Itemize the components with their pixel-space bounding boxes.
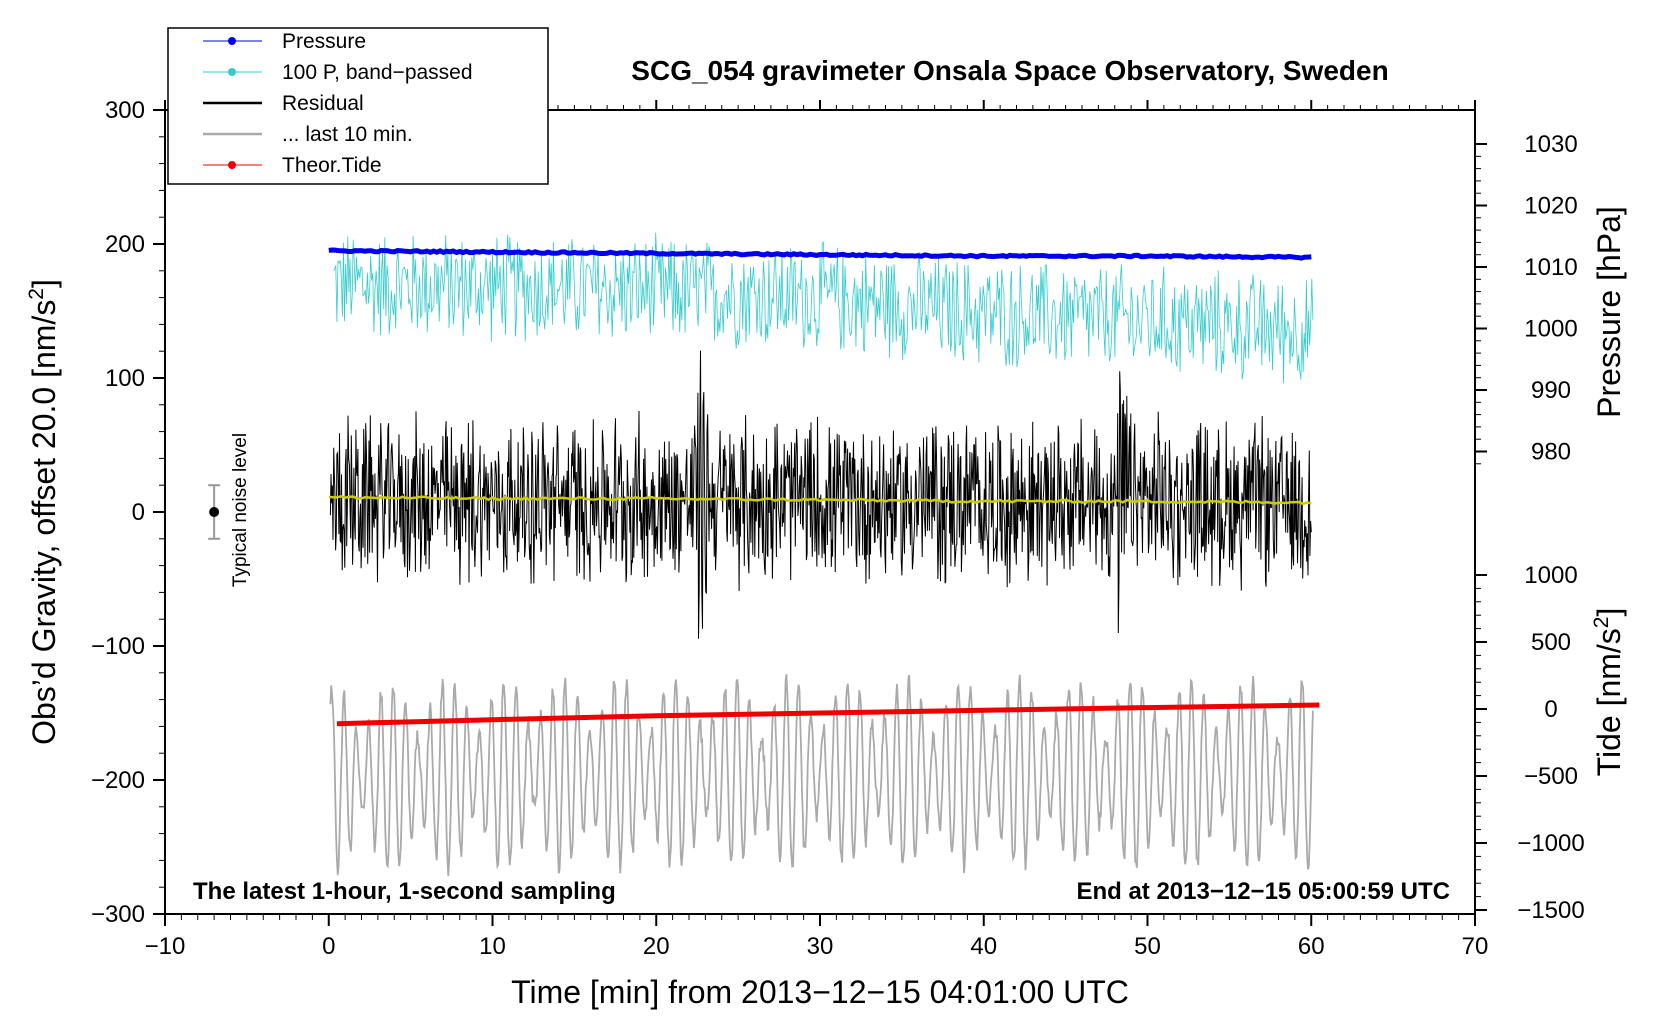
series-band-passed-line <box>333 232 1314 384</box>
y-tick-label: −300 <box>91 901 145 928</box>
pressure-tick-label: 1000 <box>1524 316 1577 343</box>
x-tick-label: 0 <box>322 933 335 960</box>
x-tick-label: 40 <box>970 933 997 960</box>
legend-label: ... last 10 min. <box>282 123 413 146</box>
x-tick-label: 10 <box>479 933 506 960</box>
legend-label: 100 P, band−passed <box>282 61 473 84</box>
x-tick-label: 70 <box>1462 933 1489 960</box>
noise-level-label: Typical noise level <box>230 433 251 587</box>
tide-tick-label: 1000 <box>1524 562 1577 589</box>
series-pressure-line <box>328 247 1312 261</box>
x-tick-label: 50 <box>1134 933 1161 960</box>
tide-tick-label: 500 <box>1531 629 1571 656</box>
noise-indicator <box>208 484 221 540</box>
legend: Pressure 100 P, band−passed Residual ... la… <box>167 27 549 185</box>
legend-box <box>167 27 549 185</box>
series-residual-smoothed-line <box>328 494 1312 506</box>
x-tick-label: 30 <box>807 933 834 960</box>
legend-marker <box>228 161 236 169</box>
pressure-tick-label: 990 <box>1531 377 1571 404</box>
noise-center-dot <box>209 507 220 517</box>
legend-marker <box>228 37 236 45</box>
sampling-note: The latest 1-hour, 1-second sampling <box>193 878 616 905</box>
x-tick-label: 60 <box>1298 933 1325 960</box>
x-tick-label: 20 <box>643 933 670 960</box>
y-tick-label: 0 <box>132 499 145 526</box>
x-tick-label: −10 <box>145 933 186 960</box>
series-theor-tide-line <box>336 702 1320 727</box>
tide-tick-label: −1000 <box>1517 830 1584 857</box>
series-residual-line <box>329 350 1312 639</box>
y-axis-title-tide: Tide [nm/s2] <box>1590 608 1627 777</box>
legend-label: Theor.Tide <box>282 154 382 177</box>
x-axis-title: Time [min] from 2013−12−15 04:01:00 UTC <box>511 974 1129 1010</box>
legend-marker <box>228 68 236 76</box>
legend-label: Pressure <box>282 30 366 53</box>
pressure-tick-label: 980 <box>1531 439 1571 466</box>
chart-title: SCG_054 gravimeter Onsala Space Observat… <box>631 55 1388 86</box>
y-tick-label: −100 <box>91 633 145 660</box>
axis-layer: −10 0 10 20 30 40 50 60 703002001000−100−200−300… <box>91 97 1585 960</box>
pressure-tick-label: 1020 <box>1524 193 1577 220</box>
tide-tick-label: −1500 <box>1517 897 1584 924</box>
series-last-10-min-line <box>329 674 1314 877</box>
y-axis-title-left: Obs’d Gravity, offset 20.0 [nm/s2] <box>25 279 62 745</box>
pressure-tick-label: 1010 <box>1524 254 1577 281</box>
tide-tick-label: 0 <box>1544 696 1557 723</box>
y-tick-label: 200 <box>105 231 145 258</box>
y-axis-title-pressure: Pressure [hPa] <box>1591 206 1627 418</box>
y-tick-label: 100 <box>105 365 145 392</box>
legend-label: Residual <box>282 92 364 115</box>
pressure-tick-label: 1030 <box>1524 131 1577 158</box>
y-tick-label: −200 <box>91 767 145 794</box>
y-tick-label: 300 <box>105 97 145 124</box>
tide-tick-label: −500 <box>1524 763 1578 790</box>
series-layer <box>328 232 1320 877</box>
end-time-note: End at 2013−12−15 05:00:59 UTC <box>1076 878 1450 905</box>
